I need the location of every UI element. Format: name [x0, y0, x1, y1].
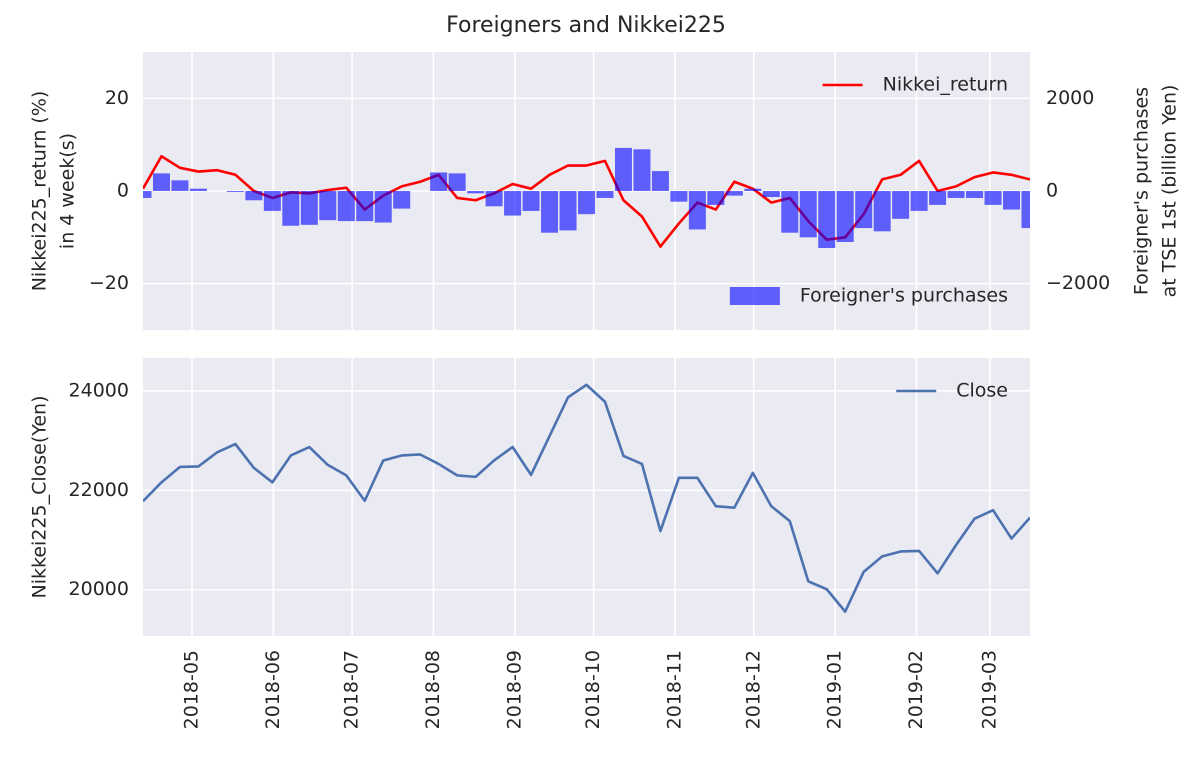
bar — [633, 149, 651, 191]
bar — [356, 191, 374, 222]
y-tick-label: 24000 — [69, 379, 129, 401]
y2-axis-label: Foreigner's purchases — [1131, 87, 1153, 295]
bar — [337, 191, 355, 222]
line — [143, 383, 1030, 613]
x-tick-label: 2019-01 — [824, 650, 846, 729]
bar — [929, 191, 947, 205]
x-tick-label: 2018-08 — [422, 650, 444, 729]
bar — [282, 191, 300, 226]
y2-tick-label: 2000 — [1046, 87, 1094, 109]
y2-tick-label: −2000 — [1046, 272, 1110, 294]
bar — [171, 180, 189, 191]
x-tick-label: 2018-12 — [742, 650, 764, 729]
bar — [670, 191, 688, 202]
bar — [1003, 191, 1021, 210]
legend-label: Foreigner's purchases — [800, 285, 1008, 307]
y-tick-label: 20 — [105, 87, 129, 109]
plot-area — [143, 358, 1030, 636]
bar — [1021, 191, 1030, 229]
y-axis-label: Nikkei225_return (%) — [29, 91, 51, 292]
bar — [143, 191, 152, 198]
bar — [892, 191, 910, 219]
bar — [319, 191, 337, 221]
bar — [448, 173, 466, 191]
bar — [984, 191, 1002, 205]
x-tick-label: 2018-11 — [664, 650, 686, 729]
bar — [651, 171, 669, 191]
bar — [226, 191, 244, 192]
y-axis-label: Nikkei225_Close(Yen) — [29, 396, 51, 599]
legend-label: Close — [956, 380, 1008, 402]
bar — [374, 191, 392, 223]
bar — [577, 191, 596, 215]
bar — [873, 191, 891, 232]
y-tick-label: 20000 — [69, 578, 129, 600]
bar — [485, 191, 503, 207]
bar — [189, 188, 207, 191]
bar — [504, 191, 522, 216]
plot-content — [143, 147, 1030, 248]
y-tick-label: 22000 — [69, 479, 129, 501]
bar — [799, 191, 817, 238]
chart-title: Foreigners and Nikkei225 — [446, 13, 726, 38]
bar — [725, 191, 743, 196]
bar — [430, 172, 448, 191]
y2-axis-label: at TSE 1st (billion Yen) — [1159, 85, 1181, 298]
bar — [744, 188, 762, 191]
bar — [559, 191, 577, 231]
bar — [836, 191, 854, 242]
legend-label: Nikkei_return — [883, 74, 1008, 96]
bar — [541, 191, 559, 233]
bar — [263, 191, 281, 211]
bar — [152, 173, 170, 191]
bar — [762, 191, 780, 198]
bar — [596, 191, 614, 198]
bar — [910, 191, 928, 211]
x-tick-label: 2018-05 — [181, 650, 203, 729]
y-tick-label: 0 — [117, 180, 129, 202]
bar — [707, 191, 725, 205]
legend-swatch — [729, 287, 780, 305]
bar — [781, 191, 799, 233]
bar — [818, 191, 836, 248]
bar — [522, 191, 540, 211]
bar — [393, 191, 411, 209]
bar — [688, 191, 706, 230]
y-tick-label: −20 — [89, 272, 129, 294]
x-tick-label: 2019-02 — [905, 650, 927, 729]
y-axis-label: in 4 week(s) — [57, 133, 79, 249]
plot-content — [143, 383, 1030, 613]
y2-tick-label: 0 — [1046, 180, 1058, 202]
bar — [855, 191, 873, 229]
bar — [614, 147, 632, 191]
x-tick-label: 2018-06 — [262, 650, 284, 729]
x-tick-label: 2018-09 — [503, 650, 525, 729]
bar — [300, 191, 318, 225]
bar — [947, 191, 965, 198]
x-tick-label: 2019-03 — [979, 650, 1001, 729]
x-tick-label: 2018-07 — [341, 650, 363, 729]
bar — [245, 191, 263, 201]
x-tick-label: 2018-10 — [582, 650, 604, 729]
bar — [467, 191, 485, 194]
bar — [966, 191, 984, 198]
